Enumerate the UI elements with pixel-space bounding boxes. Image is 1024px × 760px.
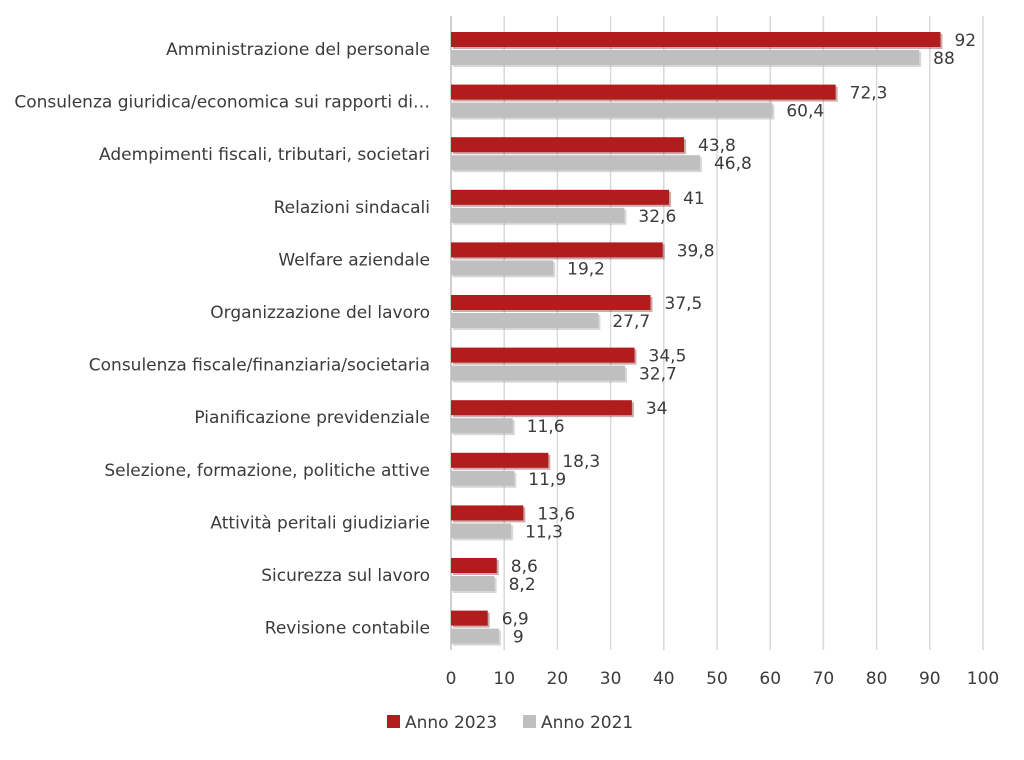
bars: [451, 32, 943, 646]
category-label: Amministrazione del personale: [166, 40, 430, 60]
category-label: Attività peritali giudiziarie: [210, 513, 430, 533]
value-label-2023: 6,9: [502, 610, 529, 630]
category-label: Sicurezza sul lavoro: [261, 566, 430, 586]
value-label-2021: 11,3: [525, 522, 563, 542]
bar-anno-2023: [451, 189, 670, 205]
value-label-2023: 43,8: [698, 136, 736, 156]
bar-anno-2023: [451, 347, 635, 363]
x-tick-label: 0: [446, 669, 457, 689]
value-label-2023: 8,6: [511, 557, 538, 577]
value-label-2023: 34: [646, 399, 668, 419]
category-label: Selezione, formazione, politiche attive: [104, 461, 430, 481]
bar-anno-2021: [451, 470, 515, 486]
bar-anno-2023: [451, 32, 941, 47]
category-label: Consulenza giuridica/economica sui rappo…: [14, 93, 430, 113]
value-label-2021: 11,9: [528, 470, 566, 490]
category-label: Organizzazione del lavoro: [210, 303, 430, 323]
category-label: Revisione contabile: [265, 619, 430, 639]
value-label-2023: 39,8: [677, 241, 715, 261]
value-label-2021: 88: [933, 49, 955, 69]
bar-anno-2021: [451, 365, 625, 381]
bar-anno-2021: [451, 260, 554, 276]
bar-anno-2023: [451, 84, 836, 100]
bar-anno-2021: [451, 628, 499, 644]
x-tick-label: 30: [600, 669, 622, 689]
x-tick-label: 20: [547, 669, 569, 689]
bar-anno-2021: [451, 207, 625, 223]
x-tick-label: 40: [653, 669, 675, 689]
labels: 0 10 20 30 40 50 60 70 80 90 100 Amministrazione de…: [14, 31, 999, 689]
x-tick-label: 90: [919, 669, 941, 689]
category-label: Relazioni sindacali: [274, 198, 430, 218]
bar-anno-2023: [451, 295, 651, 310]
legend: Anno 2023 Anno 2021: [387, 713, 633, 733]
bar-anno-2023: [451, 610, 488, 626]
legend-label-2021: Anno 2021: [541, 713, 633, 733]
legend-swatch-2021: [523, 715, 536, 728]
bar-anno-2021: [451, 523, 512, 539]
bar-anno-2023: [451, 452, 549, 468]
category-label: Adempimenti fiscali, tributari, societar…: [99, 145, 430, 165]
value-label-2023: 72,3: [850, 84, 888, 104]
value-label-2021: 11,6: [527, 417, 565, 437]
value-label-2021: 8,2: [509, 575, 536, 595]
bar-anno-2023: [451, 137, 685, 153]
value-label-2023: 13,6: [537, 504, 575, 524]
x-tick-label: 50: [706, 669, 728, 689]
bar-anno-2021: [451, 418, 513, 434]
x-tick-label: 70: [813, 669, 835, 689]
category-label: Pianificazione previdenziale: [194, 408, 430, 428]
value-label-2023: 37,5: [665, 294, 703, 314]
bar-anno-2021: [451, 102, 773, 118]
x-tick-label: 100: [967, 669, 999, 689]
legend-swatch-2023: [387, 715, 400, 728]
category-label: Welfare aziendale: [278, 250, 430, 270]
bar-anno-2021: [451, 155, 700, 171]
value-label-2023: 18,3: [562, 452, 600, 472]
x-tick-label: 80: [866, 669, 888, 689]
value-label-2021: 27,7: [612, 312, 650, 332]
gridlines: [450, 16, 984, 650]
x-tick-label: 60: [759, 669, 781, 689]
value-label-2021: 9: [513, 628, 524, 648]
bar-anno-2023: [451, 505, 524, 521]
value-label-2023: 92: [954, 31, 976, 51]
bar-anno-2021: [451, 576, 495, 591]
value-label-2021: 60,4: [786, 102, 824, 122]
value-label-2023: 41: [683, 189, 705, 209]
bar-anno-2023: [451, 558, 497, 573]
legend-label-2023: Anno 2023: [405, 713, 497, 733]
value-label-2021: 19,2: [567, 259, 605, 279]
x-tick-label: 10: [493, 669, 515, 689]
bar-anno-2021: [451, 313, 599, 328]
bar-anno-2023: [451, 242, 663, 258]
value-label-2021: 32,7: [639, 365, 677, 385]
category-label: Consulenza fiscale/finanziaria/societari…: [89, 356, 430, 376]
value-label-2021: 46,8: [714, 154, 752, 174]
bar-anno-2023: [451, 400, 632, 416]
bar-anno-2021: [451, 50, 920, 65]
value-label-2021: 32,6: [638, 207, 676, 227]
value-label-2023: 34,5: [649, 347, 687, 367]
